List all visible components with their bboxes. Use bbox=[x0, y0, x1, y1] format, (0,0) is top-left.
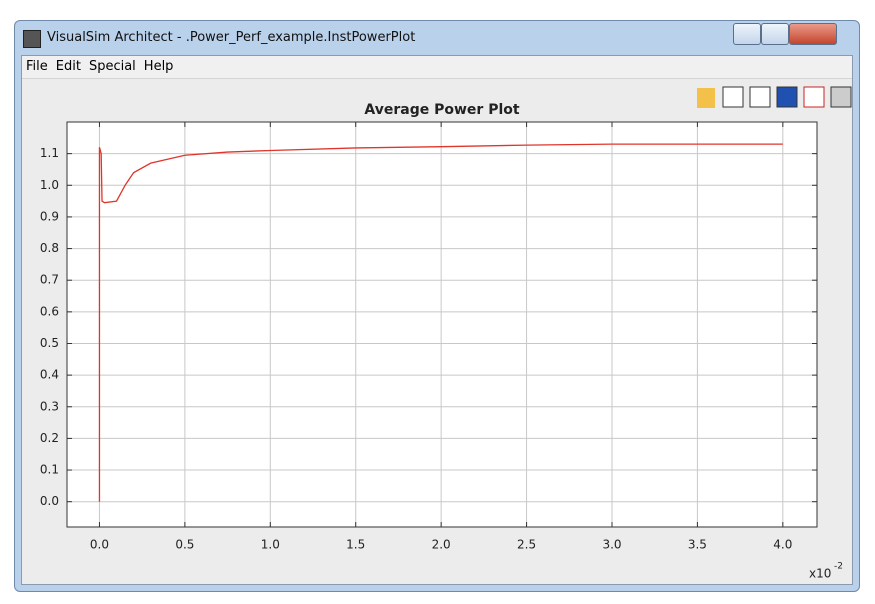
y-tick-label: 0.3 bbox=[40, 399, 59, 413]
menu-item[interactable]: Edit bbox=[55, 59, 81, 74]
x-axis-factor-exponent: -2 bbox=[834, 562, 843, 572]
toolbar-icon[interactable] bbox=[830, 86, 852, 108]
menu-item[interactable]: File bbox=[26, 59, 48, 74]
x-axis-factor: x10 bbox=[809, 567, 831, 581]
minimize-button[interactable] bbox=[733, 23, 761, 45]
chart-title: Average Power Plot bbox=[364, 102, 519, 118]
y-tick-label: 0.0 bbox=[40, 494, 59, 508]
line-series bbox=[98, 143, 783, 502]
x-tick-label: 0.5 bbox=[175, 538, 194, 552]
window-title: VisualSim Architect - .Power_Perf_exampl… bbox=[47, 30, 416, 45]
plot-area bbox=[66, 121, 818, 528]
toolbar-icon[interactable] bbox=[697, 88, 715, 108]
y-tick-label: 1.1 bbox=[40, 146, 59, 160]
close-button[interactable] bbox=[789, 23, 837, 45]
x-tick-label: 1.5 bbox=[346, 538, 365, 552]
x-tick-label: 3.0 bbox=[602, 538, 621, 552]
title-bar: VisualSim Architect - .Power_Perf_exampl… bbox=[15, 21, 859, 55]
menu-bar: File Edit Special Help bbox=[22, 56, 852, 79]
x-tick-label: 4.0 bbox=[773, 538, 792, 552]
menu-item[interactable]: Help bbox=[143, 59, 174, 74]
y-tick-label: 1.0 bbox=[40, 178, 59, 192]
y-tick-label: 0.9 bbox=[40, 209, 59, 223]
toolbar-icon[interactable] bbox=[803, 86, 825, 108]
x-tick-label: 1.0 bbox=[261, 538, 280, 552]
y-tick-label: 0.8 bbox=[40, 241, 59, 255]
x-tick-label: 2.5 bbox=[517, 538, 536, 552]
x-tick-label: 2.0 bbox=[432, 538, 451, 552]
y-tick-label: 0.7 bbox=[40, 273, 59, 287]
y-tick-label: 0.5 bbox=[40, 336, 59, 350]
y-tick-label: 0.6 bbox=[40, 304, 59, 318]
x-tick-label: 0.0 bbox=[90, 538, 109, 552]
app-icon bbox=[23, 30, 41, 48]
menu-item[interactable]: Special bbox=[88, 59, 136, 74]
toolbar-icon[interactable] bbox=[749, 86, 771, 108]
y-tick-label: 0.2 bbox=[40, 431, 59, 445]
y-tick-label: 0.1 bbox=[40, 463, 59, 477]
toolbar-icon[interactable] bbox=[722, 86, 744, 108]
y-tick-label: 0.4 bbox=[40, 368, 59, 382]
plot-frame bbox=[66, 121, 818, 528]
x-tick-label: 3.5 bbox=[688, 538, 707, 552]
maximize-button[interactable] bbox=[761, 23, 789, 45]
toolbar-icon[interactable] bbox=[776, 86, 798, 108]
